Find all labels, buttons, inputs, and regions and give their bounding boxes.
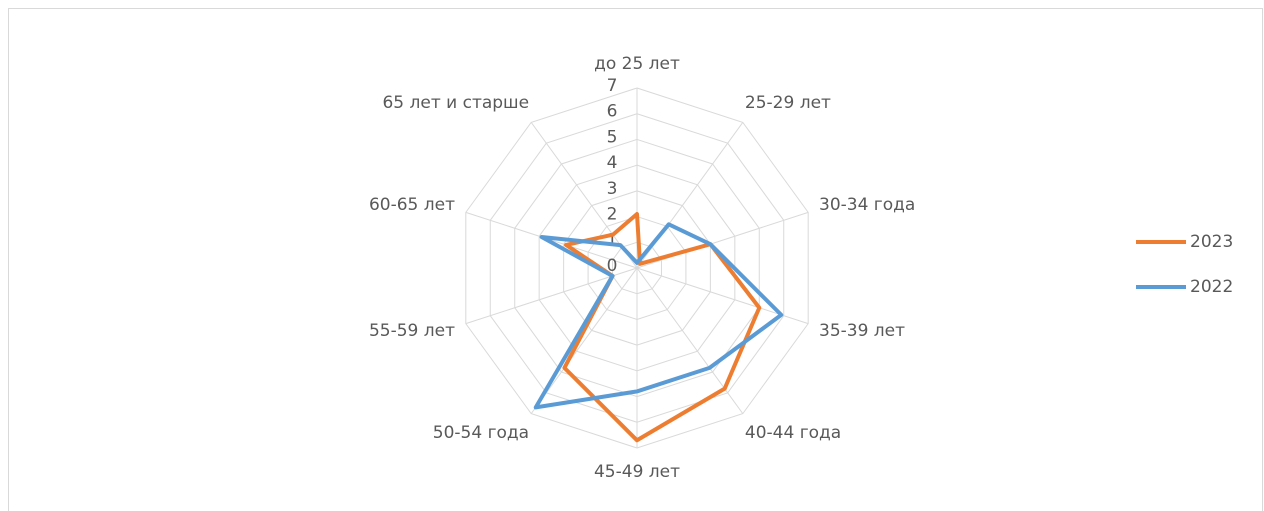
r-tick-label: 6 [607,102,618,122]
r-tick-label: 7 [607,76,618,96]
category-label: 65 лет и старше [382,93,529,113]
category-label: до 25 лет [594,54,680,74]
category-label: 40-44 года [745,423,841,443]
series-line [533,222,784,410]
r-tick-label: 5 [607,127,618,147]
legend-label: 2022 [1190,277,1233,297]
category-label: 30-34 года [819,195,915,215]
category-label: 45-49 лет [594,462,680,482]
r-tick-label: 4 [607,153,618,173]
category-label: 60-65 лет [369,195,455,215]
category-label: 25-29 лет [745,93,831,113]
category-label: 50-54 года [433,423,529,443]
r-tick-label: 1 [607,230,618,250]
r-tick-label: 2 [607,205,618,225]
category-label: 55-59 лет [369,321,455,341]
r-tick-label: 3 [607,179,618,199]
r-tick-label: 0 [607,256,618,276]
legend-label: 2023 [1190,232,1233,252]
spoke [465,267,638,325]
spoke [530,267,638,414]
category-label: 35-39 лет [819,321,905,341]
